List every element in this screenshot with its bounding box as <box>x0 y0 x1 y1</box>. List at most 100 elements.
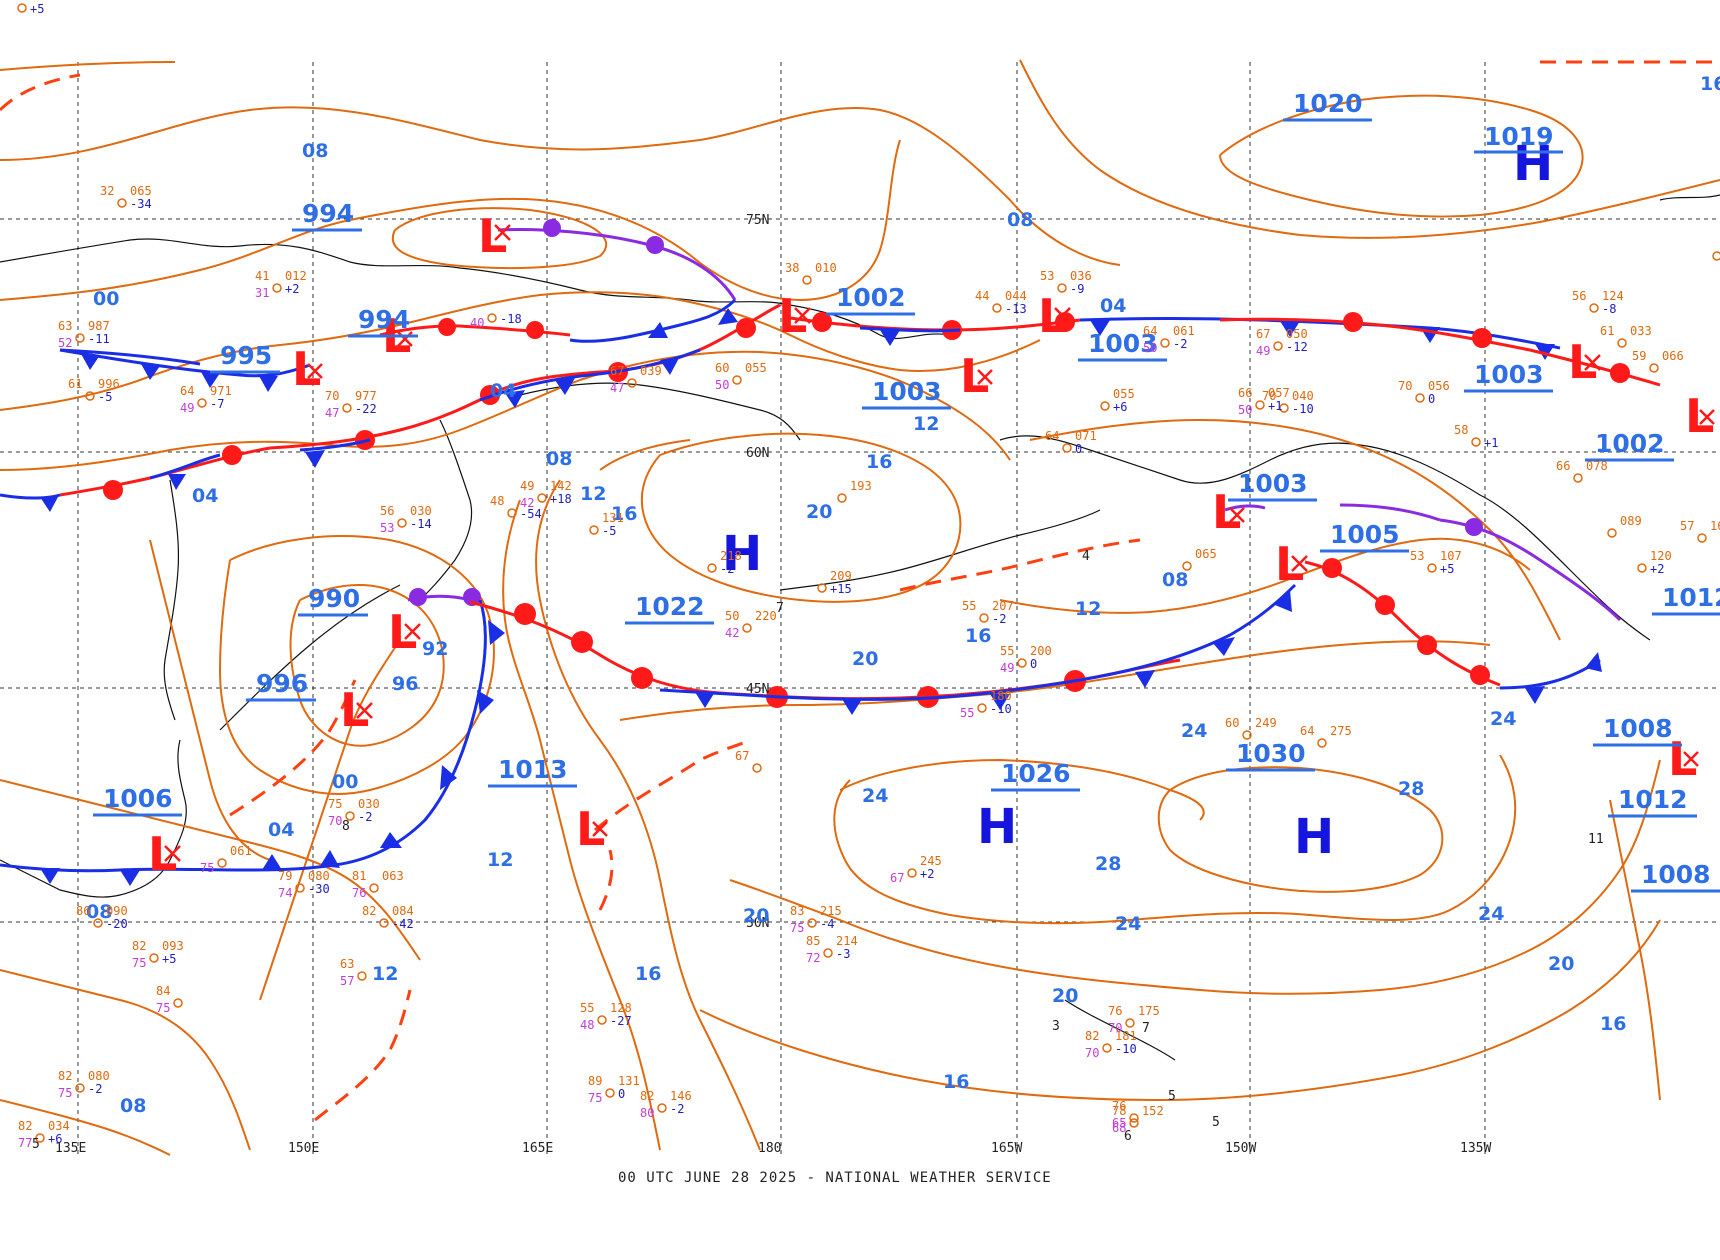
isobar-value: 24 <box>862 785 888 807</box>
station-pressure: 033 <box>1630 324 1652 338</box>
pressure-center-value: 996 <box>256 669 308 698</box>
cold-front-symbol <box>200 370 220 388</box>
pressure-center-value: 1013 <box>498 755 568 784</box>
station-circle <box>1062 443 1072 453</box>
occluded-front-symbol <box>463 588 481 606</box>
station-pressure: 044 <box>1005 289 1027 303</box>
station-pressure: 142 <box>550 479 572 493</box>
isobar-value: 04 <box>1100 295 1126 317</box>
station-temp: 82 <box>640 1089 654 1103</box>
station-temp: 60 <box>715 361 729 375</box>
low-center-x <box>494 224 511 241</box>
station-plot: 53 107+5 <box>1410 549 1462 576</box>
station-tendency: +6 <box>48 1132 62 1146</box>
station-circle <box>1102 1043 1112 1053</box>
pressure-center-value: 1005 <box>1330 520 1400 549</box>
station-circle <box>397 518 407 528</box>
pressure-center-value: 1012 <box>1618 785 1688 814</box>
warm-front-symbol <box>438 318 456 336</box>
station-pressure: 090 <box>106 904 128 918</box>
station-pressure: 055 <box>745 361 767 375</box>
station-temp: 79 <box>278 869 292 883</box>
station-pressure: 214 <box>836 934 858 948</box>
station-tendency: +6 <box>1113 400 1127 414</box>
low-center-x <box>1683 751 1699 767</box>
station-circle <box>1427 563 1437 573</box>
cold-front-symbol <box>305 450 325 468</box>
isobar <box>619 640 1491 721</box>
station-temp: 82 <box>1085 1029 1099 1043</box>
cold-front-symbol <box>990 694 1010 710</box>
pressure-center-labels: 1020 1019 994 994 995 1002 1003 1003 100… <box>93 89 1720 893</box>
isobar <box>1029 418 1561 641</box>
cold-front-symbol <box>262 854 282 870</box>
cold-front <box>149 453 221 480</box>
station-temp: 67 <box>1256 327 1270 341</box>
station-circle <box>589 525 599 535</box>
station-plot: 60 50 055 <box>715 361 767 392</box>
station-plot: 41 31 012+2 <box>255 269 307 300</box>
coastlines <box>0 194 1720 1061</box>
station-plot: 60 249 <box>1225 716 1277 740</box>
station-circle <box>1125 1018 1135 1028</box>
station-tendency: -2 <box>1173 337 1187 351</box>
station-circle <box>1279 403 1289 413</box>
lon-label-135w: 135W <box>1460 1141 1491 1156</box>
station-circle <box>217 858 227 868</box>
pressure-center-value: 990 <box>308 584 360 613</box>
station-circle <box>1129 1113 1139 1123</box>
warm-front-symbol <box>1322 558 1342 578</box>
station-temp: 38 <box>785 261 799 275</box>
station-circle <box>197 398 207 408</box>
station-plot: 53 036-9 <box>1040 269 1092 296</box>
station-pressure: 036 <box>1070 269 1092 283</box>
station-pressure: 152 <box>1142 1104 1164 1118</box>
station-plot: 64 275 <box>1300 724 1352 748</box>
station-dewpoint: 50 <box>1238 403 1252 417</box>
low-center: L <box>1568 335 1601 389</box>
station-temp: 70 <box>1398 379 1412 393</box>
station-temp: 49 <box>520 479 534 493</box>
station-temp: 64 <box>1143 324 1157 338</box>
warm-front-symbol <box>1610 363 1630 383</box>
cold-front-symbol <box>1275 590 1292 612</box>
station-circle <box>742 623 752 633</box>
station-tendency: -18 <box>500 312 522 326</box>
station-circle <box>357 971 367 981</box>
cold-front <box>1499 658 1601 690</box>
isobar-value: 28 <box>1095 853 1121 875</box>
station-circle <box>1471 437 1481 447</box>
station-pressure: 050 <box>1286 327 1308 341</box>
pressure-center-value: 1003 <box>1088 329 1158 358</box>
low-center: L <box>388 605 421 659</box>
warm-front-symbol <box>1472 328 1492 348</box>
isobar-value: 08 <box>120 1095 146 1117</box>
warm-front-symbol <box>514 603 536 625</box>
isobar-value: 16 <box>965 625 991 647</box>
hawaii-islands <box>1064 999 1176 1061</box>
station-plot: 49 42 142+18 <box>520 479 572 510</box>
isobar-value: 04 <box>268 819 294 841</box>
station-tendency: 0 <box>1428 392 1435 406</box>
cold-front-symbol <box>555 378 575 395</box>
station-tendency: -2 <box>992 612 1006 626</box>
lon-label-135e: 135E <box>55 1141 86 1156</box>
station-plot: 32 065-34 <box>100 184 152 211</box>
aleutian-islands <box>779 509 1101 591</box>
station-pressure: 200 <box>1030 644 1052 658</box>
low-center-letter: L <box>1212 485 1241 539</box>
low-center: L <box>340 683 373 737</box>
pressure-center-value: 994 <box>302 199 354 228</box>
trough-line <box>0 73 81 112</box>
station-plot: 81 76 063 <box>352 869 404 900</box>
station-circle <box>837 493 847 503</box>
station-dewpoint: 40 <box>470 316 484 330</box>
station-pressure: 089 <box>1620 514 1642 528</box>
station-circle <box>173 998 183 1008</box>
low-center: L <box>1668 732 1699 786</box>
trough-line <box>598 849 614 911</box>
alaska-coast <box>999 435 1651 641</box>
cold-front-symbol <box>1090 320 1110 336</box>
